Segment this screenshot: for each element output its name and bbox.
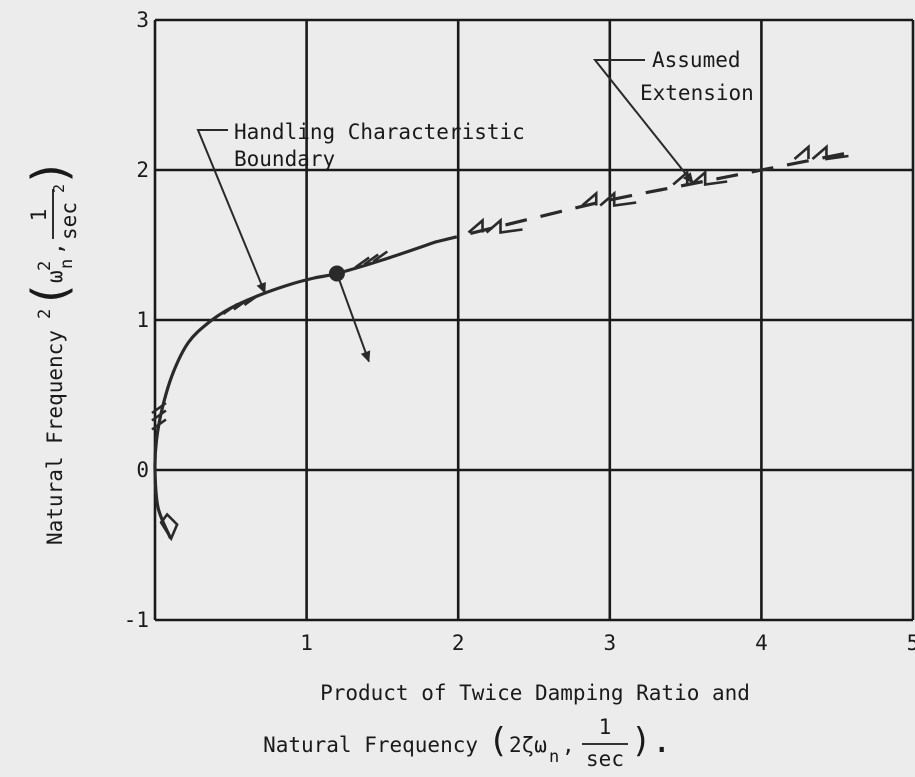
hatch-mark — [151, 409, 167, 422]
annotation-extension-line1: Assumed — [652, 48, 741, 72]
annotation-extension-line2: Extension — [640, 81, 754, 105]
y-tick-label: 0 — [136, 458, 149, 482]
hatch-mark — [151, 418, 167, 431]
grid-layer — [153, 18, 915, 622]
y-tick-label: 2 — [136, 158, 149, 182]
boundary-hatching — [151, 144, 849, 542]
x-axis-units-denominator: sec — [586, 747, 624, 771]
y-tick-label: 1 — [136, 308, 149, 332]
series-boundary — [153, 240, 438, 540]
y-axis-units-symbol: ω — [43, 270, 67, 283]
hatch-mark — [233, 298, 249, 311]
x-tick-label: 4 — [755, 631, 768, 655]
x-axis-units-comma: , — [562, 733, 575, 757]
tick-labels: 1 2 3 4 5 -1 0 1 2 3 — [124, 8, 915, 655]
x-tick-label: 2 — [452, 631, 465, 655]
y-axis-units-paren-open: ( — [22, 280, 78, 309]
annotation-boundary-leader — [196, 129, 266, 294]
x-axis-title-line1: Product of Twice Damping Ratio and — [320, 681, 750, 705]
hatch-mark — [793, 144, 849, 161]
x-axis-units-paren-open: ( — [488, 721, 508, 761]
x-axis-units-symbol: 2ζω — [509, 733, 547, 757]
y-axis-units-numerator: 1 — [27, 209, 51, 222]
y-axis-units-denominator-sup: 2 — [50, 184, 68, 193]
y-axis-units-sup: 2 — [35, 261, 55, 271]
y-axis-title: Natural Frequency 2 ( ω 2 n , 1 sec 2 ) — [22, 158, 81, 545]
series-assumed-extension — [435, 150, 853, 244]
annotation-boundary-line2: Boundary — [234, 147, 335, 171]
annotation-boundary-line1: Handling Characteristic — [234, 120, 525, 144]
y-axis-units-denominator: sec — [57, 202, 81, 240]
hatch-mark — [467, 217, 523, 234]
y-axis-units-paren-close: ) — [22, 158, 78, 187]
hatch-mark — [363, 253, 379, 266]
hatch-mark — [151, 401, 167, 415]
y-axis-units-comma: , — [43, 242, 67, 255]
x-axis-units-numerator: 1 — [599, 715, 612, 739]
hatch-mark — [372, 250, 389, 263]
hatch-mark — [222, 302, 238, 316]
y-tick-label: -1 — [124, 608, 149, 632]
annotation-extension-leader — [592, 59, 694, 184]
y-axis-title-square: 2 — [35, 309, 55, 319]
y-axis-units-subscript: n — [57, 259, 77, 269]
y-axis-title-main: Natural Frequency — [43, 330, 67, 545]
hatch-mark — [581, 190, 637, 207]
annotations: Handling Characteristic Boundary Assumed Ex… — [196, 48, 754, 294]
x-axis-units-paren-close: ). — [631, 721, 672, 761]
y-tick-label: 3 — [136, 8, 149, 32]
x-tick-label: 1 — [300, 631, 313, 655]
x-tick-label: 5 — [907, 631, 915, 655]
x-axis-title-line2: Natural Frequency ( 2ζω n , 1 sec ). — [263, 715, 672, 771]
hatch-mark — [159, 512, 179, 542]
normal-direction-arrow — [335, 273, 371, 363]
x-tick-label: 3 — [603, 631, 616, 655]
series-layer — [153, 150, 853, 540]
x-axis-units-subscript: n — [549, 747, 559, 767]
hatch-mark — [354, 256, 370, 269]
hatch-mark — [243, 293, 260, 307]
x-axis-title-main: Natural Frequency — [263, 733, 478, 757]
